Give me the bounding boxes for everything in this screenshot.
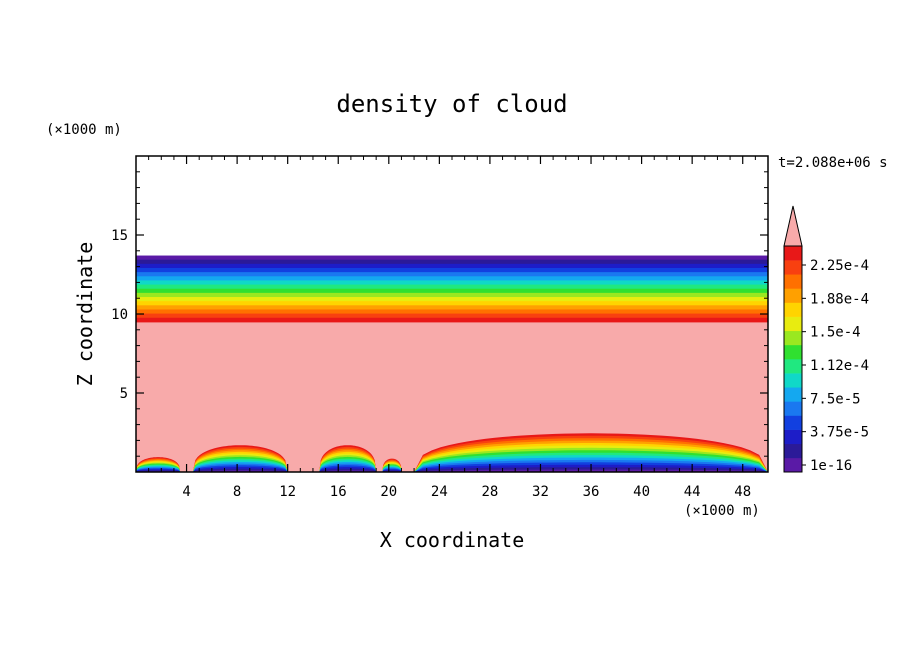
x-tick-label: 36 (583, 484, 600, 500)
x-tick-label: 48 (734, 484, 751, 500)
colorbar-label: 1.5e-4 (810, 325, 861, 341)
colorbar-segment (784, 401, 802, 416)
layer-band (136, 313, 768, 319)
colorbar-labels: 2.25e-4 1.88e-4 1.5e-4 1.12e-4 7.5e-5 3.75e-5… (802, 258, 869, 474)
colorbar-segment (784, 429, 802, 445)
colorbar-label: 3.75e-5 (810, 425, 869, 441)
colorbar-segment (784, 288, 802, 303)
colorbar (783, 205, 803, 473)
layer-band (136, 280, 768, 286)
y-axis-ticks: 5 10 15 (111, 171, 768, 457)
colorbar-segment (784, 302, 802, 317)
x-tick-label: 44 (684, 484, 701, 500)
layer-band (136, 305, 768, 310)
layer-band (136, 301, 768, 306)
colorbar-segment (784, 246, 802, 261)
colorbar-segment (784, 415, 802, 430)
colorbar-segment (784, 443, 802, 459)
x-tick-label: 24 (431, 484, 448, 500)
layer-band (136, 259, 768, 265)
y-axis-label: Z coordinate (73, 242, 97, 387)
surface-mound (319, 443, 377, 472)
layer-band (136, 276, 768, 281)
surface-mound (136, 456, 181, 472)
colorbar-over-triangle (783, 205, 803, 247)
x-axis-ticks: 4 8 12 16 20 24 28 32 36 40 44 48 (148, 156, 756, 500)
colorbar-segment (784, 274, 802, 289)
surface-mound (192, 443, 288, 472)
y-tick-label: 5 (120, 386, 128, 402)
x-tick-label: 32 (532, 484, 549, 500)
y-unit-label: (×1000 m) (46, 122, 122, 138)
x-tick-label: 8 (233, 484, 241, 500)
colorbar-segment (784, 330, 802, 346)
time-label: t=2.088e+06 s (778, 155, 888, 171)
colorbar-label: 7.5e-5 (810, 391, 861, 407)
colorbar-segment (784, 359, 802, 374)
x-tick-label: 4 (182, 484, 190, 500)
colorbar-label: 1e-16 (810, 458, 852, 474)
chart-title: density of cloud (336, 90, 567, 118)
layer-band (136, 255, 768, 261)
x-tick-label: 16 (330, 484, 347, 500)
layer-band (136, 317, 768, 323)
colorbar-label: 1.12e-4 (810, 358, 869, 374)
surface-cloud-mounds (136, 430, 768, 472)
plot-area (136, 156, 768, 472)
colorbar-segment (784, 260, 802, 275)
layer-band (136, 272, 768, 277)
colorbar-segment (784, 344, 802, 360)
colorbar-segment (784, 316, 802, 332)
y-tick-label: 10 (111, 307, 128, 323)
layer-band (136, 263, 768, 269)
colorbar-segment (784, 387, 802, 402)
layer-band (136, 288, 768, 294)
colorbar-segment (784, 373, 802, 388)
surface-mound (414, 430, 768, 472)
layer-band (136, 284, 768, 290)
colorbar-label: 1.88e-4 (810, 291, 869, 307)
x-tick-label: 28 (481, 484, 498, 500)
x-tick-label: 20 (380, 484, 397, 500)
x-tick-label: 40 (633, 484, 650, 500)
x-tick-label: 12 (279, 484, 296, 500)
layer-band (136, 267, 768, 273)
colorbar-label: 2.25e-4 (810, 258, 869, 274)
colorbar-frame (783, 245, 803, 473)
layer-band (136, 309, 768, 315)
x-unit-label: (×1000 m) (684, 503, 760, 519)
colorbar-segment (784, 457, 802, 473)
layer-band (136, 292, 768, 298)
layer-band (136, 297, 768, 302)
x-axis-label: X coordinate (380, 528, 525, 552)
y-tick-label: 15 (111, 228, 128, 244)
